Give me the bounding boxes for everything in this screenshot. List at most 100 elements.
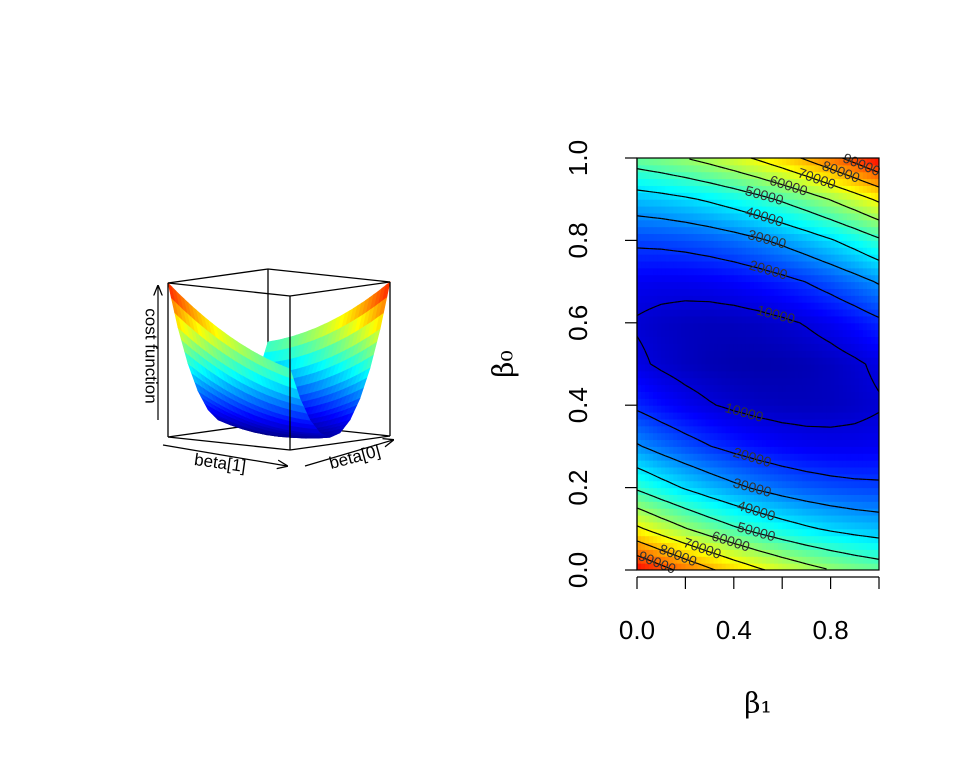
fill-cell (637, 343, 642, 351)
fill-cell (697, 219, 703, 228)
fill-cell (874, 281, 880, 289)
fill-cell (774, 336, 779, 344)
fill-cell (705, 453, 711, 461)
fill-cell (858, 322, 864, 331)
fill-cell (645, 219, 650, 228)
fill-cell (866, 288, 872, 296)
fill-cell (693, 302, 698, 310)
fill-cell (822, 336, 828, 344)
fill-cell (685, 219, 690, 228)
fill-cell (705, 556, 711, 564)
fill-cell (862, 288, 868, 296)
fill-cell (874, 357, 880, 365)
fill-cell (681, 467, 686, 475)
fill-cell (798, 336, 803, 344)
fill-cell (762, 350, 767, 358)
fill-cell (758, 501, 763, 509)
fill-cell (762, 425, 767, 434)
fill-cell (657, 418, 662, 427)
fill-cell (838, 315, 844, 324)
fill-cell (677, 315, 682, 324)
contour-line (814, 332, 819, 337)
contour-line (665, 218, 670, 221)
fill-cell (806, 357, 811, 365)
fill-cell (846, 199, 852, 207)
fill-cell (649, 453, 654, 461)
fill-cell (653, 357, 658, 365)
fill-cell (641, 322, 646, 331)
fill-cell (818, 171, 824, 180)
fill-cell (762, 185, 767, 193)
fill-cell (866, 357, 872, 365)
fill-cell (786, 487, 791, 495)
fill-cell (637, 501, 642, 509)
fill-cell (653, 281, 658, 289)
fill-cell (874, 515, 880, 523)
fill-cell (802, 364, 807, 372)
fill-cell (758, 322, 763, 331)
fill-cell (661, 336, 666, 344)
fill-cell (665, 295, 670, 303)
fill-cell (637, 432, 642, 441)
fill-cell (673, 467, 678, 475)
fill-cell (733, 494, 739, 502)
fill-cell (641, 473, 646, 482)
fill-cell (778, 563, 783, 571)
fill-cell (798, 158, 803, 166)
fill-cell (850, 487, 856, 495)
fill-cell (854, 453, 860, 461)
fill-cell (641, 226, 646, 235)
fill-cell (645, 377, 650, 386)
fill-cell (790, 226, 795, 235)
fill-cell (758, 370, 763, 379)
contour-line (867, 370, 872, 378)
contour-line (850, 354, 855, 358)
contour-line (733, 231, 738, 234)
fill-cell (737, 315, 743, 324)
fill-cell (689, 494, 694, 502)
fill-cell (862, 453, 868, 461)
fill-cell (842, 439, 848, 447)
fill-cell (830, 398, 836, 406)
fill-cell (733, 515, 739, 523)
fill-cell (709, 164, 715, 173)
fill-cell (822, 473, 828, 482)
fill-cell (794, 384, 799, 392)
fill-cell (697, 432, 703, 441)
contour-line (798, 469, 803, 472)
fill-cell (637, 329, 642, 338)
fill-cell (701, 226, 707, 235)
fill-cell (854, 480, 860, 489)
fill-cell (725, 274, 731, 283)
fill-cell (794, 192, 799, 200)
fill-cell (806, 412, 811, 420)
fill-cell (753, 384, 759, 392)
fill-cell (798, 322, 803, 331)
contour-line (798, 424, 803, 427)
fill-cell (834, 467, 840, 475)
fill-cell (790, 501, 795, 509)
contour-line (773, 420, 779, 423)
fill-cell (653, 350, 658, 358)
fill-cell (729, 412, 735, 420)
fill-cell (661, 206, 666, 214)
fill-cell (745, 391, 751, 399)
fill-cell (814, 226, 819, 235)
fill-cell (870, 549, 876, 557)
fill-cell (705, 261, 711, 269)
fill-cell (641, 398, 646, 406)
fill-cell (705, 302, 711, 310)
fill-cell (786, 295, 791, 303)
fill-cell (677, 405, 682, 413)
fill-cell (693, 556, 698, 564)
fill-cell (689, 199, 694, 207)
fill-cell (653, 549, 658, 557)
fill-cell (673, 453, 678, 461)
fill-cell (729, 336, 735, 344)
fill-cell (858, 288, 864, 296)
fill-cell (854, 164, 860, 173)
fill-cell (637, 535, 642, 544)
fill-cell (641, 384, 646, 392)
fill-cell (786, 542, 791, 550)
fill-cell (717, 391, 723, 399)
